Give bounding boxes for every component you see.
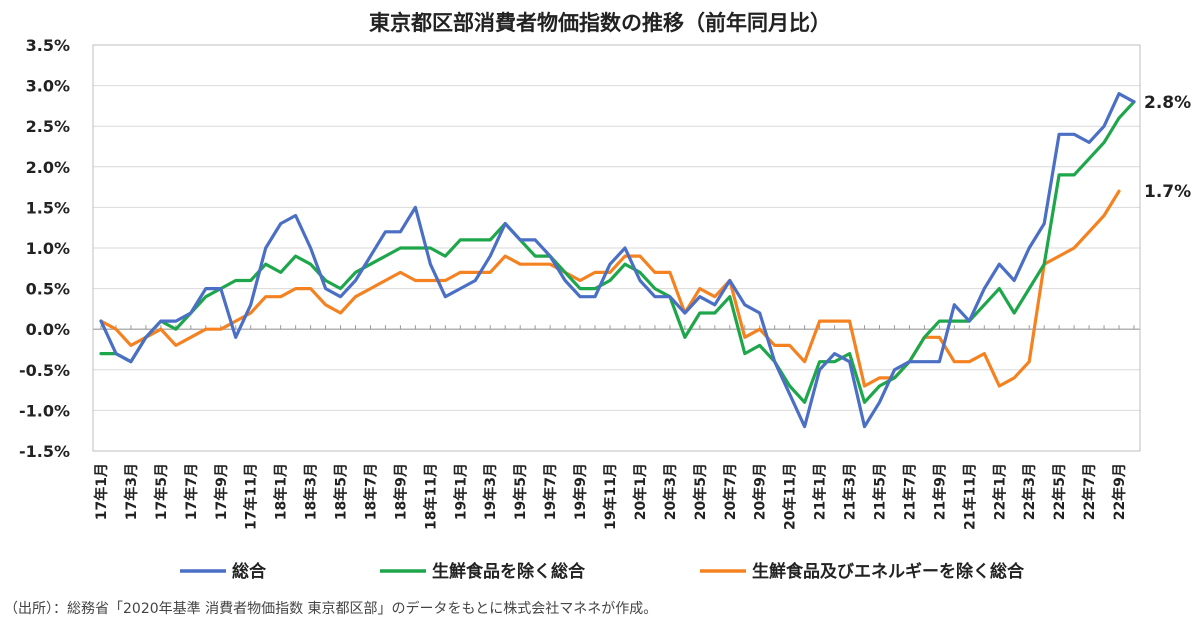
x-tick-label: 21年1月 xyxy=(812,463,829,520)
x-tick-label: 21年5月 xyxy=(871,463,888,520)
source-note: （出所）：総務省「2020年基準 消費者物価指数 東京都区部」のデータをもとに株… xyxy=(4,600,657,617)
x-tick-label: 20年7月 xyxy=(722,463,739,520)
y-tick-label: 1.0% xyxy=(26,239,70,258)
x-axis-ticks: 17年1月 17年3月 17年5月 17年7月 17年9月 17年11月 18年1月 18年3… xyxy=(93,463,1128,530)
gridlines xyxy=(92,44,1141,452)
x-tick-label: 19年3月 xyxy=(482,463,499,520)
chart-title: 東京都区部消費者物価指数の推移（前年同月比） xyxy=(369,11,831,35)
x-tick-label: 18年11月 xyxy=(422,463,439,530)
series-line-1 xyxy=(99,100,1136,404)
x-tick-label: 22年9月 xyxy=(1111,463,1128,520)
x-tick-label: 20年3月 xyxy=(662,463,679,520)
x-tick-label: 18年9月 xyxy=(392,463,409,520)
plot-frame xyxy=(92,44,1141,452)
x-tick-label: 17年3月 xyxy=(123,463,140,520)
x-tick-label: 20年1月 xyxy=(632,463,649,520)
x-tick-label: 21年11月 xyxy=(961,463,978,530)
y-tick-label: 3.5% xyxy=(26,36,70,55)
end-label: 2.8% xyxy=(1144,93,1191,113)
series-line-0 xyxy=(99,92,1136,429)
x-tick-label: 22年1月 xyxy=(991,463,1008,520)
x-tick-label: 20年5月 xyxy=(692,463,709,520)
x-tick-label: 18年5月 xyxy=(333,463,350,520)
legend-item: 生鮮食品を除く総合 xyxy=(380,561,586,582)
y-axis-ticks: -1.5% -1.0% -0.5% 0.0% 0.5% 1.0% 1.5% 2.0% 2.5% 3… xyxy=(19,36,70,461)
x-tick-label: 20年11月 xyxy=(782,463,799,530)
x-tick-label: 19年1月 xyxy=(452,463,469,520)
legend-item: 生鮮食品及びエネルギーを除く総合 xyxy=(700,561,1025,582)
y-tick-label: 0.5% xyxy=(26,280,70,299)
legend: 総合 生鮮食品を除く総合 生鮮食品及びエネルギーを除く総合 xyxy=(180,561,1025,582)
x-tick-label: 20年9月 xyxy=(752,463,769,520)
x-tick-label: 22年3月 xyxy=(1021,463,1038,520)
legend-item: 総合 xyxy=(180,561,267,582)
y-tick-label: -0.5% xyxy=(19,361,70,380)
x-tick-label: 17年9月 xyxy=(213,463,230,520)
y-tick-label: 2.5% xyxy=(26,117,70,136)
legend-label: 生鮮食品及びエネルギーを除く総合 xyxy=(752,561,1025,582)
x-tick-label: 18年1月 xyxy=(273,463,290,520)
x-tick-label: 17年7月 xyxy=(183,463,200,520)
y-tick-label: 0.0% xyxy=(26,320,70,339)
x-tick-label: 22年7月 xyxy=(1081,463,1098,520)
end-value-labels: 2.8% 1.7% xyxy=(1144,93,1191,202)
x-tick-label: 21年3月 xyxy=(842,463,859,520)
x-tick-label: 18年7月 xyxy=(362,463,379,520)
x-tick-label: 19年9月 xyxy=(572,463,589,520)
legend-label: 総合 xyxy=(232,561,267,582)
y-tick-label: 1.5% xyxy=(26,198,70,217)
x-tick-label: 17年11月 xyxy=(243,463,260,530)
x-tick-label: 19年11月 xyxy=(602,463,619,530)
x-tick-label: 21年9月 xyxy=(931,463,948,520)
x-tick-label: 21年7月 xyxy=(901,463,918,520)
x-tick-label: 18年3月 xyxy=(303,463,320,520)
end-label: 1.7% xyxy=(1144,182,1191,202)
series-lines xyxy=(99,92,1136,429)
x-tick-label: 19年7月 xyxy=(542,463,559,520)
y-tick-label: 2.0% xyxy=(26,158,70,177)
x-tick-label: 19年5月 xyxy=(512,463,529,520)
x-tick-label: 17年5月 xyxy=(153,463,170,520)
series-line-2 xyxy=(99,189,1121,388)
y-tick-label: 3.0% xyxy=(26,77,70,96)
x-tick-label: 22年5月 xyxy=(1051,463,1068,520)
y-tick-label: -1.0% xyxy=(19,401,70,420)
legend-label: 生鮮食品を除く総合 xyxy=(432,561,586,582)
y-tick-label: -1.5% xyxy=(19,442,70,461)
x-tick-label: 17年1月 xyxy=(93,463,110,520)
